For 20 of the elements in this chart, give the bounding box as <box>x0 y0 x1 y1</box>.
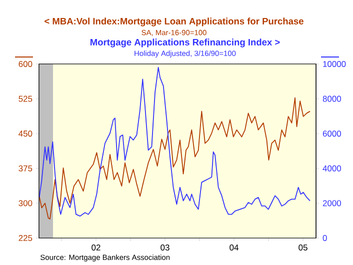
x-tick-label: 02 <box>92 244 100 251</box>
y-tick-label: 525 <box>18 96 32 102</box>
y-tick-label: 450 <box>18 130 32 137</box>
line-series <box>39 66 310 217</box>
x-tick-label: 05 <box>298 244 308 251</box>
y-tick-label: 300 <box>18 200 32 206</box>
y-tick-label: 225 <box>18 235 32 241</box>
text: Mortgage Applications Refinancing Index > <box>90 38 280 48</box>
y2-tick-label: 6000 <box>322 130 342 137</box>
y2-tick-label: 4000 <box>322 165 342 172</box>
x-tick-label: 03 <box>160 244 170 251</box>
y2-tick-label: 0 <box>322 235 327 241</box>
text: < MBA:Vol Index:Mortgage Loan Applications for Purchase <box>44 18 304 26</box>
y-tick-label: 600 <box>18 61 32 67</box>
line-series <box>39 97 310 220</box>
x-tick-label: 04 <box>230 244 238 251</box>
y2-tick-label: 2000 <box>322 200 342 206</box>
y2-tick-label: 8000 <box>322 96 342 102</box>
y-tick-label: 375 <box>18 165 32 172</box>
y2-tick-label: 10000 <box>323 61 346 67</box>
